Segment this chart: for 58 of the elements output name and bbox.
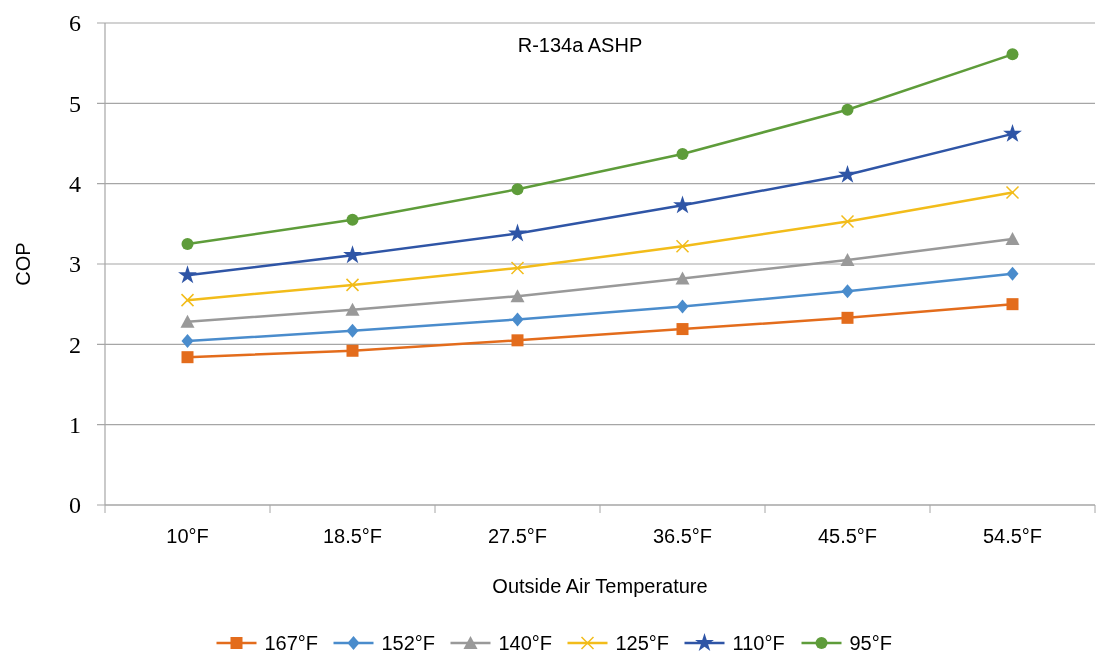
text: R-134a ASHP [517,34,643,56]
point [841,103,854,116]
point [675,271,690,285]
point [676,299,689,314]
point [673,195,692,214]
point [181,351,194,364]
point [676,323,689,336]
legend-label: 110°F [732,632,785,654]
point [180,293,195,307]
point [178,265,197,284]
legend-label: 152°F [381,632,436,654]
point [841,311,854,324]
point [181,237,194,250]
y-tick-label: 5 [69,90,81,117]
point [1005,185,1020,200]
point [510,289,525,303]
point [508,223,527,242]
x-tick-label: 18.5°F [322,525,383,547]
point [840,214,855,229]
legend-label: 95°F [849,632,892,654]
point [675,239,690,254]
x-tick-label: 45.5°F [817,525,878,547]
legend-label: 125°F [615,632,670,654]
point [1005,232,1020,246]
point [838,164,857,183]
point [180,314,195,328]
x-axis-title: Outside Air Temperature [492,575,708,597]
point [1006,298,1019,311]
point [345,278,360,292]
y-tick-label: 0 [69,492,81,519]
y-tick-label: 4 [69,171,81,198]
point [841,284,854,299]
point [1003,123,1022,142]
legend-label: 167°F [264,632,319,654]
point [346,213,359,226]
x-tick-label: 27.5°F [487,525,548,547]
y-tick-label: 1 [69,412,81,439]
y-tick-label: 3 [69,251,81,278]
legend-label: 140°F [498,632,553,654]
point [1006,48,1019,61]
point [345,302,360,316]
point [511,183,524,196]
point [676,147,689,160]
point [511,312,524,327]
y-tick-label: 2 [69,331,81,358]
point [346,344,359,357]
point [510,261,525,275]
x-tick-label: 36.5°F [652,525,713,547]
point [181,334,194,349]
y-axis-title: COP [12,242,34,286]
x-tick-label: 10°F [166,525,209,547]
point [343,245,362,264]
point [346,323,359,338]
point [840,252,855,266]
x-tick-label: 54.5°F [982,525,1043,547]
point [511,334,524,347]
point [1006,266,1019,281]
y-tick-label: 6 [69,10,81,37]
